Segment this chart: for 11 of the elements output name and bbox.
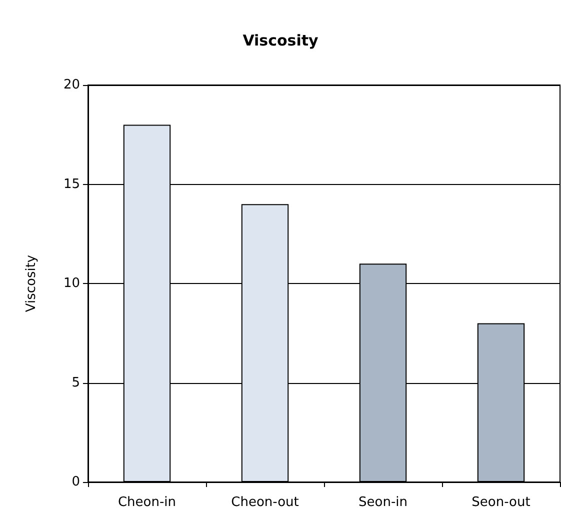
y-tick-label: 10 [63,276,80,291]
y-axis-title: Viscosity [24,254,39,312]
y-tick-label: 0 [72,474,80,490]
x-tick-label: Cheon-in [118,495,176,510]
y-tick-label: 5 [72,375,80,390]
x-tick-label: Seon-in [358,495,408,510]
x-tick-label: Cheon-out [231,495,299,510]
y-tick-label: 20 [63,78,80,92]
y-tick-label: 15 [63,176,80,192]
chart-title: Viscosity [242,32,319,50]
x-tick-label: Seon-out [472,495,530,510]
